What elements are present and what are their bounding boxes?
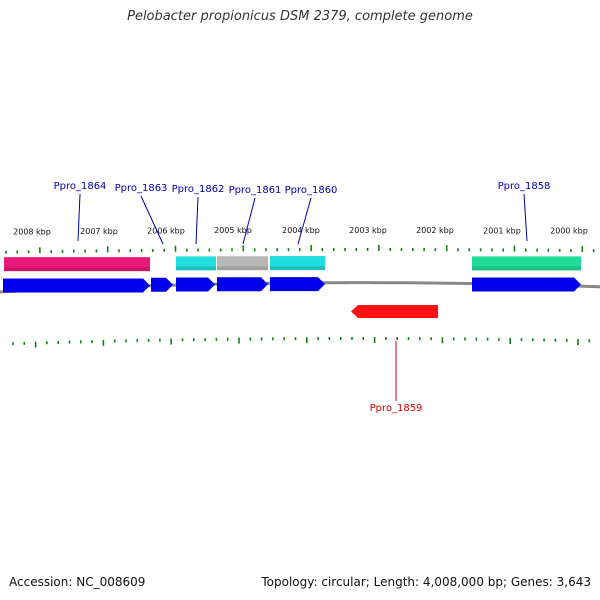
feature-block-shade xyxy=(4,267,150,272)
accession-text: Accession: NC_008609 xyxy=(9,575,146,589)
feature-block xyxy=(270,256,325,271)
feature-block xyxy=(472,256,581,271)
scale-label: 2003 kbp xyxy=(349,226,387,235)
feature-block-shade xyxy=(270,266,325,271)
scale-label: 2000 kbp xyxy=(550,227,588,236)
gene-label-ppro_1860[interactable]: Ppro_1860 xyxy=(285,185,338,196)
scale-label: 2002 kbp xyxy=(416,226,454,235)
feature-block-shade xyxy=(217,266,268,271)
feature-block-shade xyxy=(176,266,216,271)
gene-label-ppro_1863[interactable]: Ppro_1863 xyxy=(115,183,168,194)
gene-label-ppro_1862[interactable]: Ppro_1862 xyxy=(172,184,225,195)
cds-arrow-forward xyxy=(270,277,325,292)
scale-label: 2004 kbp xyxy=(282,226,320,235)
gene-leader-line xyxy=(77,193,81,242)
gene-leader-line xyxy=(140,195,164,245)
topology-text: Topology: circular; Length: 4,008,000 bp… xyxy=(261,575,591,589)
scale-label: 2007 kbp xyxy=(80,227,118,236)
gene-label-ppro_1859[interactable]: Ppro_1859 xyxy=(370,403,423,414)
scale-label: 2008 kbp xyxy=(13,228,51,237)
scale-label: 2005 kbp xyxy=(214,226,252,235)
gene-label-ppro_1861[interactable]: Ppro_1861 xyxy=(229,185,282,196)
cds-arrow-forward xyxy=(3,278,150,293)
map-title: Pelobacter propionicus DSM 2379, complet… xyxy=(127,9,473,24)
feature-block xyxy=(217,256,268,271)
cds-arrow-reverse xyxy=(351,305,438,318)
scale-label: 2006 kbp xyxy=(147,227,185,236)
cds-arrow-forward xyxy=(151,277,173,292)
gene-leader-line xyxy=(297,197,312,245)
cds-arrow-forward xyxy=(176,277,215,292)
gene-label-ppro_1864[interactable]: Ppro_1864 xyxy=(54,181,107,192)
feature-block xyxy=(4,257,150,272)
gene-leader-line xyxy=(523,193,528,242)
gene-leader-line xyxy=(195,196,199,245)
scale-label: 2001 kbp xyxy=(483,226,521,235)
feature-block-shade xyxy=(472,266,581,271)
cds-arrow-forward xyxy=(472,277,581,292)
gene-leader-line xyxy=(242,197,256,245)
gene-label-ppro_1858[interactable]: Ppro_1858 xyxy=(498,181,551,192)
feature-block xyxy=(176,256,216,271)
cds-arrow-forward xyxy=(217,277,268,292)
